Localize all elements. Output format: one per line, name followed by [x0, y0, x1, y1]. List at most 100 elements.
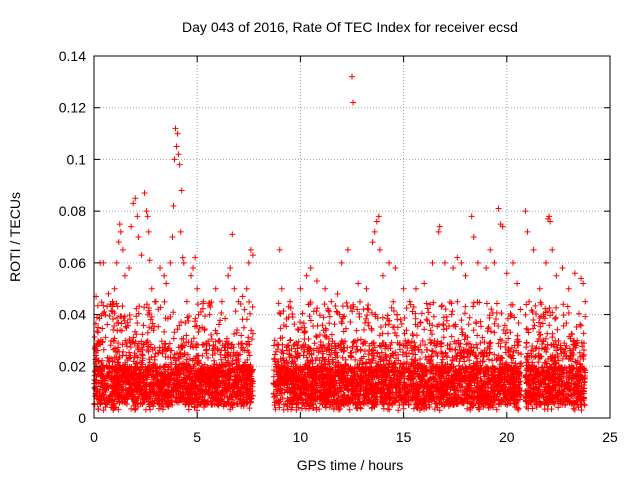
data-point [356, 298, 363, 305]
data-point [294, 326, 301, 333]
data-point [142, 406, 149, 413]
data-point [452, 346, 459, 353]
data-point [365, 322, 372, 329]
data-point [462, 303, 469, 310]
data-point [489, 357, 496, 364]
data-point [155, 323, 162, 330]
data-point [390, 298, 397, 305]
data-point [178, 335, 185, 342]
data-point [231, 331, 238, 338]
data-point [94, 340, 101, 347]
data-point [191, 361, 198, 368]
data-point [218, 310, 225, 317]
data-point [105, 357, 112, 364]
data-point [246, 352, 253, 359]
data-point [108, 307, 115, 314]
data-point [395, 407, 402, 414]
data-point [465, 321, 472, 328]
data-point [470, 299, 477, 306]
data-point [133, 331, 140, 338]
data-point [126, 349, 133, 356]
data-point [365, 301, 372, 308]
data-point [194, 360, 201, 367]
data-point [360, 326, 367, 333]
data-point [480, 358, 487, 365]
data-point [275, 300, 282, 307]
data-point [109, 308, 116, 315]
data-point [114, 320, 120, 327]
data-point [144, 337, 151, 344]
data-point [448, 333, 455, 340]
data-point [215, 321, 222, 328]
data-point [161, 298, 168, 305]
data-point [91, 334, 98, 341]
data-point [474, 345, 481, 352]
data-points [91, 73, 589, 414]
data-point [464, 405, 471, 412]
data-point [190, 335, 197, 342]
data-point [246, 405, 253, 412]
data-point [110, 405, 117, 412]
data-point [385, 321, 392, 328]
data-point [204, 354, 211, 361]
data-point [202, 347, 209, 354]
data-point [213, 330, 220, 337]
data-point [338, 320, 345, 327]
data-point [279, 341, 286, 348]
data-point [192, 323, 199, 330]
data-point [144, 329, 151, 336]
data-point [228, 361, 235, 368]
data-point [454, 298, 461, 305]
data-point [171, 329, 178, 336]
data-point [500, 327, 507, 334]
data-point [333, 308, 340, 315]
data-point [344, 344, 351, 351]
data-point [515, 342, 522, 349]
data-point [140, 322, 147, 329]
data-point [109, 316, 116, 323]
data-point [119, 352, 126, 359]
data-point [212, 327, 219, 334]
data-point [385, 330, 392, 337]
data-point [483, 300, 490, 307]
data-point [141, 304, 148, 311]
data-point [111, 322, 118, 329]
data-point [289, 311, 296, 318]
data-point [310, 323, 317, 330]
data-point [170, 335, 177, 342]
data-point [110, 326, 117, 333]
data-point [121, 313, 128, 320]
data-point [438, 302, 445, 309]
data-point [270, 342, 277, 349]
data-point [132, 328, 139, 335]
data-point [178, 319, 185, 326]
data-point [208, 331, 215, 338]
data-point [310, 308, 317, 315]
data-point [311, 340, 318, 347]
data-point [466, 314, 473, 321]
data-point [179, 360, 186, 367]
data-point [208, 336, 215, 343]
data-point [99, 325, 106, 332]
data-point [185, 313, 192, 320]
data-point [201, 313, 208, 320]
data-point [470, 303, 477, 310]
data-point [360, 306, 367, 313]
data-point [106, 358, 113, 365]
data-point [210, 357, 217, 364]
data-point [277, 325, 284, 332]
data-point [291, 321, 298, 328]
data-point [195, 328, 202, 335]
data-point [146, 324, 153, 331]
data-point [161, 328, 168, 335]
data-point [120, 348, 127, 355]
data-point [206, 342, 213, 349]
data-point [94, 302, 101, 309]
data-point [103, 362, 110, 369]
data-point [423, 300, 430, 307]
data-point [488, 306, 495, 313]
data-point [297, 319, 304, 326]
data-point [92, 356, 99, 363]
data-point [152, 350, 159, 357]
data-point [428, 347, 435, 354]
